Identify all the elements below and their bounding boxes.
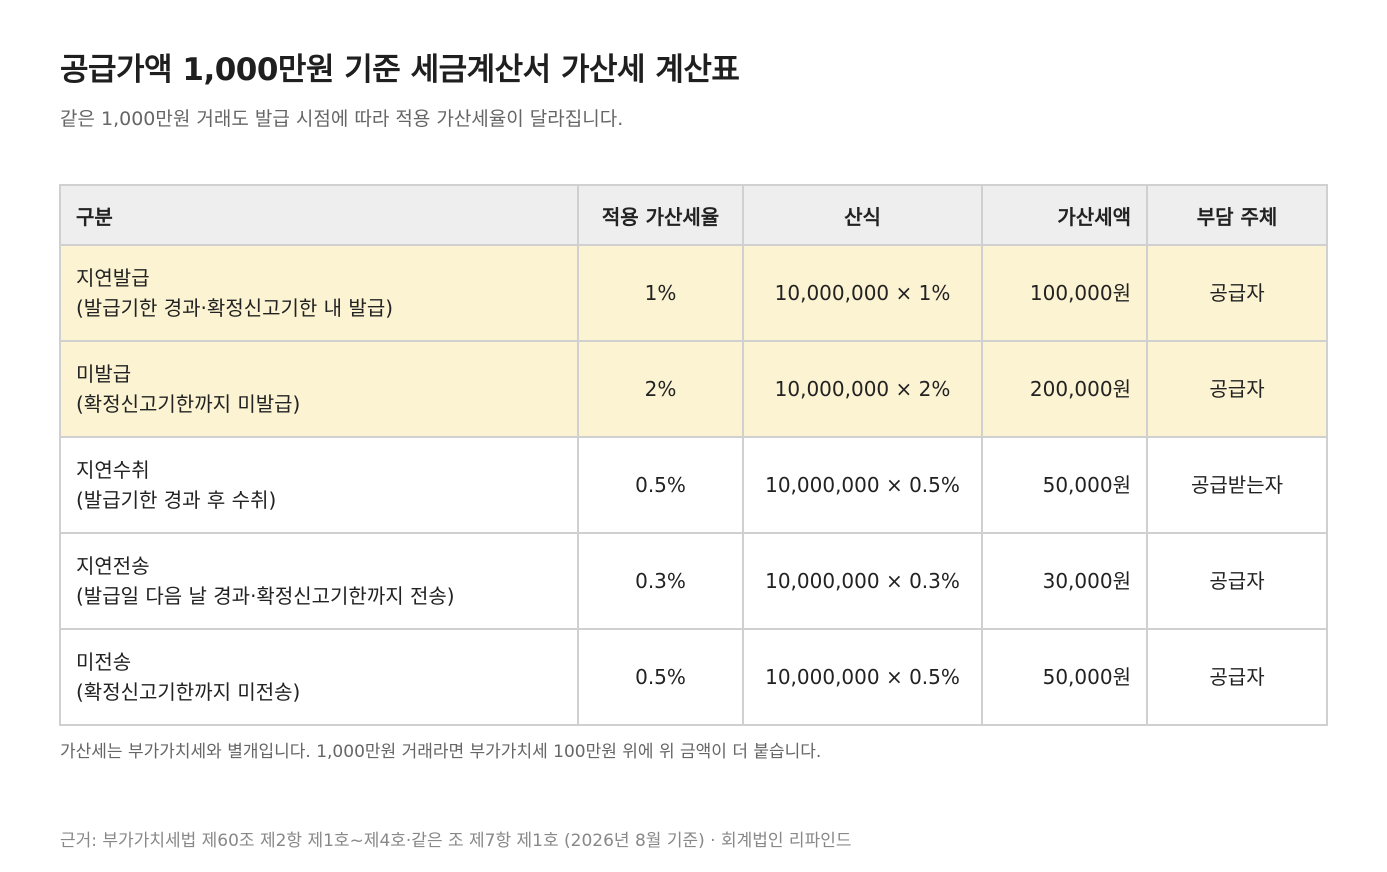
table-row: 지연전송 (발급일 다음 날 경과·확정신고기한까지 전송) 0.3% 10,0… — [59, 532, 1328, 630]
table-header-row: 구분 적용 가산세율 산식 가산세액 부담 주체 — [59, 184, 1328, 246]
penalty-table: 구분 적용 가산세율 산식 가산세액 부담 주체 지연발급 (발급기한 경과·확… — [59, 184, 1328, 726]
row-category-name: 미전송 — [76, 650, 132, 674]
page-subtitle: 같은 1,000만원 거래도 발급 시점에 따라 적용 가산세율이 달라집니다. — [60, 108, 624, 130]
page-title: 공급가액 1,000만원 기준 세금계산서 가산세 계산표 — [60, 52, 740, 88]
row-category-detail: (확정신고기한까지 미전송) — [76, 680, 301, 704]
row-formula: 10,000,000 × 0.5% — [742, 628, 983, 726]
row-formula: 10,000,000 × 0.5% — [742, 436, 983, 534]
row-rate: 2% — [577, 340, 744, 438]
row-category-name: 지연수취 — [76, 458, 150, 482]
row-amount: 200,000원 — [981, 340, 1148, 438]
row-amount: 30,000원 — [981, 532, 1148, 630]
table-row: 미전송 (확정신고기한까지 미전송) 0.5% 10,000,000 × 0.5… — [59, 628, 1328, 726]
row-rate: 0.3% — [577, 532, 744, 630]
column-header-amount: 가산세액 — [981, 184, 1148, 246]
row-category-detail: (확정신고기한까지 미발급) — [76, 392, 301, 416]
row-category-name: 미발급 — [76, 362, 132, 386]
row-formula: 10,000,000 × 0.3% — [742, 532, 983, 630]
column-header-category: 구분 — [59, 184, 579, 246]
row-category-detail: (발급기한 경과·확정신고기한 내 발급) — [76, 296, 394, 320]
row-formula: 10,000,000 × 1% — [742, 244, 983, 342]
column-header-formula: 산식 — [742, 184, 983, 246]
row-category-cell: 지연전송 (발급일 다음 날 경과·확정신고기한까지 전송) — [59, 532, 579, 630]
row-bearer: 공급자 — [1146, 244, 1328, 342]
row-amount: 50,000원 — [981, 436, 1148, 534]
row-bearer: 공급자 — [1146, 628, 1328, 726]
table-row: 지연수취 (발급기한 경과 후 수취) 0.5% 10,000,000 × 0.… — [59, 436, 1328, 534]
row-category-detail: (발급일 다음 날 경과·확정신고기한까지 전송) — [76, 584, 455, 608]
row-bearer: 공급자 — [1146, 340, 1328, 438]
row-rate: 0.5% — [577, 436, 744, 534]
row-category-cell: 미전송 (확정신고기한까지 미전송) — [59, 628, 579, 726]
row-category-name: 지연전송 — [76, 554, 150, 578]
table-row: 미발급 (확정신고기한까지 미발급) 2% 10,000,000 × 2% 20… — [59, 340, 1328, 438]
source-citation: 근거: 부가가치세법 제60조 제2항 제1호~제4호·같은 조 제7항 제1호… — [60, 831, 852, 851]
row-category-cell: 지연발급 (발급기한 경과·확정신고기한 내 발급) — [59, 244, 579, 342]
table-row: 지연발급 (발급기한 경과·확정신고기한 내 발급) 1% 10,000,000… — [59, 244, 1328, 342]
row-category-name: 지연발급 — [76, 266, 150, 290]
row-category-detail: (발급기한 경과 후 수취) — [76, 488, 277, 512]
row-category-cell: 미발급 (확정신고기한까지 미발급) — [59, 340, 579, 438]
row-rate: 0.5% — [577, 628, 744, 726]
row-category-cell: 지연수취 (발급기한 경과 후 수취) — [59, 436, 579, 534]
row-bearer: 공급받는자 — [1146, 436, 1328, 534]
footnote: 가산세는 부가가치세와 별개입니다. 1,000만원 거래라면 부가가치세 10… — [60, 742, 822, 762]
row-rate: 1% — [577, 244, 744, 342]
column-header-bearer: 부담 주체 — [1146, 184, 1328, 246]
row-amount: 100,000원 — [981, 244, 1148, 342]
row-formula: 10,000,000 × 2% — [742, 340, 983, 438]
row-amount: 50,000원 — [981, 628, 1148, 726]
column-header-rate: 적용 가산세율 — [577, 184, 744, 246]
row-bearer: 공급자 — [1146, 532, 1328, 630]
